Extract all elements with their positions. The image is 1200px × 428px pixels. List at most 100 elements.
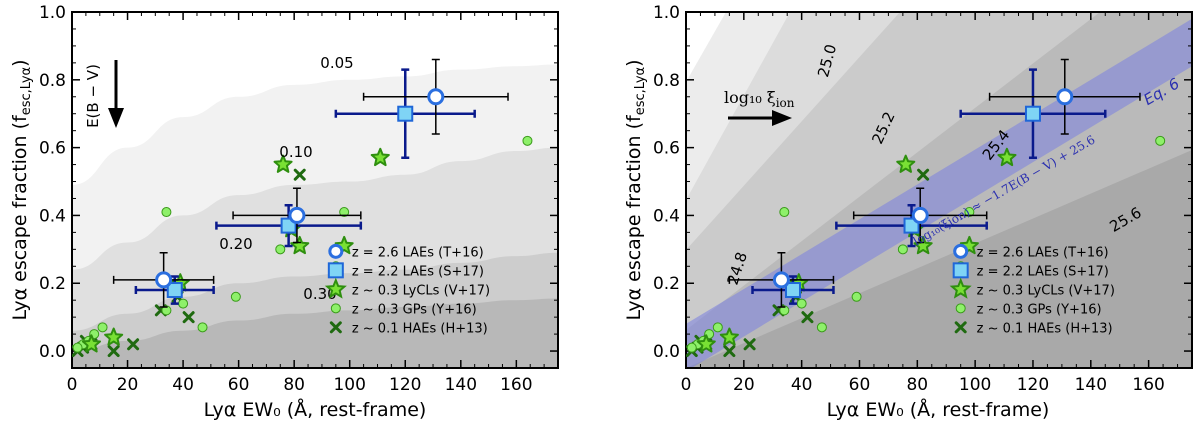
x-tick-label: 80 <box>283 375 305 395</box>
gp-point <box>197 322 208 333</box>
legend-label: z = 2.2 LAEs (S+17) <box>977 264 1109 279</box>
gp-point <box>851 291 862 302</box>
lycl-point <box>896 154 916 173</box>
left-panel: 0 20 40 60 80 100 120 140 1600.00.20.40.60.81.0 … <box>9 3 559 421</box>
right-axis-ticks: 0 20 40 60 80 100 120 140 160 0.0 0.2 0.4 0.6 0.8 1.0 <box>653 3 1193 395</box>
legend-label: z ~ 0.3 GPs (Y+16) <box>352 302 477 317</box>
left-y-axis-label: Lyα escape fraction (fesc,Lyα) <box>9 59 34 320</box>
y-tick-label: 0.0 <box>39 342 66 362</box>
gp-point <box>796 298 807 309</box>
x-tick-label: 20 <box>733 375 755 395</box>
x-tick-label: 60 <box>228 375 250 395</box>
x-tick-label: 160 <box>1132 375 1164 395</box>
lae-t16-point <box>155 271 173 289</box>
left-ebv-arrow-head <box>108 108 124 128</box>
hae-point <box>801 311 814 324</box>
lae-s17-point <box>1024 105 1041 122</box>
y-tick-label: 0.4 <box>653 206 680 226</box>
hae-point <box>723 345 736 358</box>
gp-point <box>1155 135 1166 146</box>
hae-point <box>182 311 195 324</box>
lae-t16-point <box>772 271 790 289</box>
contour-label-005: 0.05 <box>320 54 353 72</box>
gp-point <box>686 342 697 353</box>
legend-marker-hae <box>329 321 342 334</box>
gp-point <box>712 322 723 333</box>
lae-t16-point <box>1056 88 1074 106</box>
gp-point <box>816 322 827 333</box>
right-y-axis-label: Lyα escape fraction (fesc,Lyα) <box>623 59 648 320</box>
lae-t16-point <box>911 206 929 224</box>
legend-label: z ~ 0.1 HAEs (H+13) <box>352 321 488 336</box>
left-axis-ticks: 0 20 40 60 80 100 120 140 160 0.0 0.2 0.4 0.6 0.8 1.0 <box>39 3 559 395</box>
gp-point <box>339 207 350 218</box>
lycl-point <box>719 327 739 346</box>
y-tick-label: 1.0 <box>653 3 680 23</box>
logxi-region-248 <box>686 12 790 368</box>
x-tick-label: 100 <box>333 375 365 395</box>
gp-point <box>72 342 83 353</box>
x-tick-label: 0 <box>681 375 692 395</box>
x-tick-label: 0 <box>67 375 78 395</box>
x-tick-label: 40 <box>172 375 194 395</box>
gp-point <box>522 135 533 146</box>
right-x-axis-label: Lyα EW₀ (Å, rest-frame) <box>827 398 1050 421</box>
left-plot-frame <box>71 11 559 369</box>
x-tick-label: 60 <box>849 375 871 395</box>
hae-point <box>293 168 306 181</box>
legend-marker-hae <box>954 321 967 334</box>
gp-point <box>779 207 790 218</box>
left-ebv-arrow-label: E(B − V) <box>84 64 102 128</box>
left-bg-corner <box>72 12 112 92</box>
left-contour-background <box>72 12 558 368</box>
legend-label: z = 2.6 LAEs (T+16) <box>352 245 484 260</box>
right-legend: z = 2.6 LAEs (T+16) z = 2.2 LAEs (S+17) z … <box>949 243 1115 336</box>
x-tick-label: 140 <box>1075 375 1107 395</box>
x-tick-label: 100 <box>959 375 991 395</box>
lae-t16-point <box>427 88 445 106</box>
hae-point <box>127 338 140 351</box>
contour-label-010: 0.10 <box>279 143 312 161</box>
x-tick-label: 120 <box>1017 375 1049 395</box>
legend-label: z ~ 0.1 HAEs (H+13) <box>977 321 1113 336</box>
left-data-marks <box>72 58 533 358</box>
lae-t16-point <box>288 206 306 224</box>
hae-point <box>743 338 756 351</box>
legend-label: z = 2.6 LAEs (T+16) <box>977 245 1109 260</box>
legend-marker-lae-t16 <box>328 243 344 259</box>
contour-region-030 <box>72 298 558 368</box>
right-logxi-arrow-label: log₁₀ ξion <box>724 88 795 110</box>
gp-point <box>97 322 108 333</box>
lycl-point <box>696 334 716 353</box>
legend-marker-lycl <box>324 277 347 299</box>
y-tick-label: 0.4 <box>39 206 66 226</box>
right-data-marks <box>686 58 1166 358</box>
legend-label: z ~ 0.3 LyCLs (V+17) <box>352 283 490 298</box>
gp-point <box>178 298 189 309</box>
gp-point <box>161 305 172 316</box>
legend-marker-lae-s17 <box>327 262 344 279</box>
legend-label: z ~ 0.3 LyCLs (V+17) <box>977 283 1115 298</box>
lae-s17-point <box>166 282 183 299</box>
contour-label-030: 0.30 <box>303 285 336 303</box>
legend-marker-gp <box>330 303 341 314</box>
right-panel: 0 20 40 60 80 100 120 140 1600.00.20.40.60.81.0 … <box>623 3 1193 421</box>
lae-s17-point <box>784 282 801 299</box>
lycl-point <box>997 147 1017 167</box>
right-bg-corner <box>686 12 726 82</box>
lycl-point <box>273 154 293 173</box>
gp-point <box>964 207 975 218</box>
y-tick-label: 0.0 <box>653 342 680 362</box>
left-legend: z = 2.6 LAEs (T+16) z = 2.2 LAEs (S+17) z … <box>324 243 490 336</box>
gp-point <box>779 305 790 316</box>
lae-s17-point <box>397 105 414 122</box>
left-x-axis-label: Lyα EW₀ (Å, rest-frame) <box>204 398 427 421</box>
legend-label: z = 2.2 LAEs (S+17) <box>352 264 484 279</box>
y-tick-label: 0.2 <box>39 274 66 294</box>
gp-point <box>275 244 286 255</box>
y-tick-label: 1.0 <box>39 3 66 23</box>
gp-point <box>161 207 172 218</box>
right-plot-frame <box>685 11 1193 369</box>
x-tick-label: 160 <box>500 375 532 395</box>
